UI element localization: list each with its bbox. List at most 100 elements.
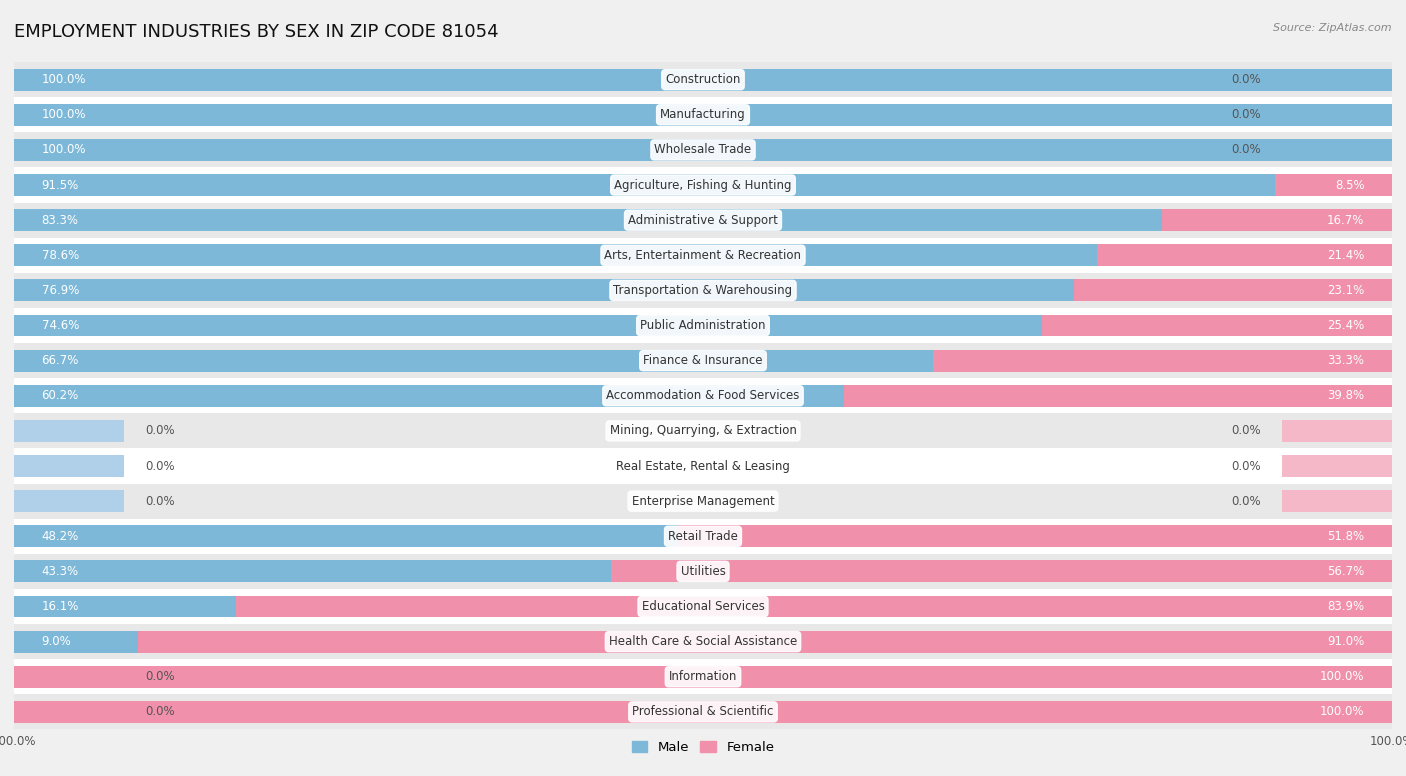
Bar [14,518,1392,554]
Bar [14,210,1161,231]
Text: 91.5%: 91.5% [42,178,79,192]
Bar [14,560,610,582]
Bar [1282,279,1392,301]
Text: Finance & Insurance: Finance & Insurance [644,354,762,367]
Bar [14,343,1392,378]
Bar [14,69,124,91]
Bar [1097,244,1392,266]
Bar [14,420,124,442]
Bar [1161,210,1392,231]
Bar [14,314,124,337]
Bar [1282,385,1392,407]
Bar [1282,69,1392,91]
Text: 66.7%: 66.7% [42,354,79,367]
Bar [1282,631,1392,653]
Text: Manufacturing: Manufacturing [661,109,745,121]
Bar [1282,560,1392,582]
Bar [14,596,124,618]
Bar [236,596,1392,618]
Text: 0.0%: 0.0% [145,705,174,719]
Bar [14,701,1392,722]
Bar [14,701,124,722]
Bar [14,210,124,231]
Text: 0.0%: 0.0% [1232,144,1261,157]
Text: Administrative & Support: Administrative & Support [628,213,778,227]
Bar [678,525,1392,547]
Text: 25.4%: 25.4% [1327,319,1364,332]
Bar [14,69,1392,91]
Bar [14,62,1392,97]
Text: Wholesale Trade: Wholesale Trade [654,144,752,157]
Text: 0.0%: 0.0% [1232,494,1261,508]
Bar [14,414,1392,449]
Text: 0.0%: 0.0% [1232,109,1261,121]
Text: 56.7%: 56.7% [1327,565,1364,578]
Text: Source: ZipAtlas.com: Source: ZipAtlas.com [1274,23,1392,33]
Bar [138,631,1392,653]
Bar [1282,104,1392,126]
Text: 76.9%: 76.9% [42,284,79,297]
Text: Real Estate, Rental & Leasing: Real Estate, Rental & Leasing [616,459,790,473]
Text: 78.6%: 78.6% [42,249,79,262]
Bar [1282,350,1392,372]
Text: 39.8%: 39.8% [1327,390,1364,402]
Text: 51.8%: 51.8% [1327,530,1364,542]
Bar [14,596,236,618]
Bar [14,139,1392,161]
Text: 16.7%: 16.7% [1327,213,1364,227]
Text: Mining, Quarrying, & Extraction: Mining, Quarrying, & Extraction [610,424,796,438]
Bar [14,659,1392,695]
Text: 83.9%: 83.9% [1327,600,1364,613]
Bar [14,350,934,372]
Text: 16.1%: 16.1% [42,600,79,613]
Bar [14,314,1042,337]
Bar [14,385,124,407]
Text: 43.3%: 43.3% [42,565,79,578]
Bar [14,133,1392,168]
Bar [14,560,124,582]
Bar [14,97,1392,133]
Bar [1282,701,1392,722]
Bar [1282,314,1392,337]
Bar [14,104,124,126]
Bar [14,589,1392,624]
Text: 21.4%: 21.4% [1327,249,1364,262]
Bar [14,308,1392,343]
Bar [14,525,678,547]
Bar [14,168,1392,203]
Text: Health Care & Social Assistance: Health Care & Social Assistance [609,635,797,648]
Bar [1282,666,1392,688]
Bar [14,525,124,547]
Bar [14,695,1392,729]
Text: Arts, Entertainment & Recreation: Arts, Entertainment & Recreation [605,249,801,262]
Bar [844,385,1392,407]
Text: 100.0%: 100.0% [1320,670,1364,683]
Bar [14,378,1392,414]
Bar [14,666,1392,688]
Text: Agriculture, Fishing & Hunting: Agriculture, Fishing & Hunting [614,178,792,192]
Text: EMPLOYMENT INDUSTRIES BY SEX IN ZIP CODE 81054: EMPLOYMENT INDUSTRIES BY SEX IN ZIP CODE… [14,23,499,41]
Text: Transportation & Warehousing: Transportation & Warehousing [613,284,793,297]
Bar [14,244,124,266]
Text: 100.0%: 100.0% [42,109,86,121]
Bar [14,350,124,372]
Bar [1282,139,1392,161]
Bar [934,350,1392,372]
Text: 9.0%: 9.0% [42,635,72,648]
Bar [14,174,124,196]
Text: 0.0%: 0.0% [1232,73,1261,86]
Bar [14,279,1074,301]
Text: Accommodation & Food Services: Accommodation & Food Services [606,390,800,402]
Bar [14,455,124,477]
Text: 100.0%: 100.0% [1320,705,1364,719]
Bar [1042,314,1392,337]
Bar [14,139,124,161]
Text: Information: Information [669,670,737,683]
Text: 33.3%: 33.3% [1327,354,1364,367]
Bar [610,560,1392,582]
Text: Retail Trade: Retail Trade [668,530,738,542]
Text: 0.0%: 0.0% [1232,424,1261,438]
Text: 100.0%: 100.0% [42,144,86,157]
Text: 0.0%: 0.0% [145,424,174,438]
Text: 0.0%: 0.0% [145,494,174,508]
